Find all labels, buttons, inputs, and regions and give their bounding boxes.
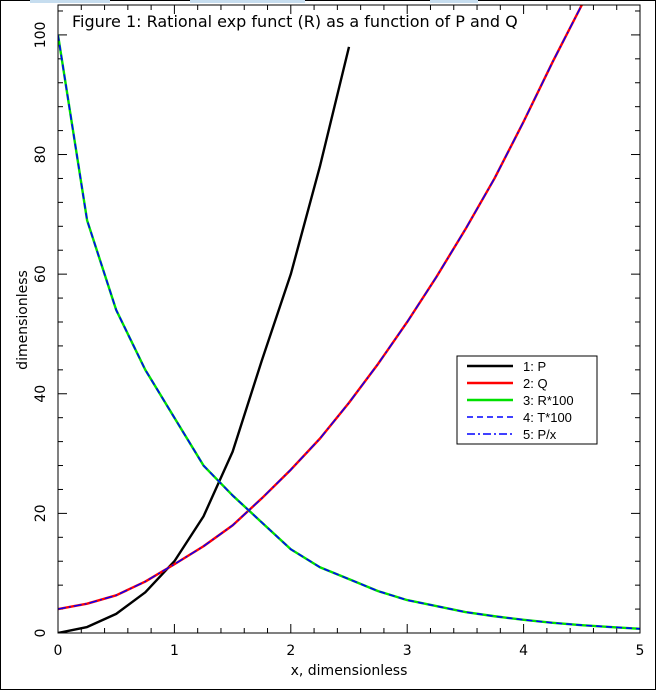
series-layer <box>58 5 640 633</box>
legend: 1: P 2: Q 3: R*100 4: T*100 5: P/x <box>456 355 598 445</box>
plot-border <box>57 4 641 634</box>
window-strip <box>30 0 110 3</box>
y-tick-label: 80 <box>33 146 49 164</box>
y-tick-label: 40 <box>33 385 49 403</box>
y-tick-label: 0 <box>33 629 49 638</box>
y-tick-label: 20 <box>33 504 49 522</box>
x-tick-label: 2 <box>286 643 295 659</box>
chart-title: Figure 1: Rational exp funct (R) as a fu… <box>72 12 518 31</box>
y-tick-label: 60 <box>33 265 49 283</box>
legend-entry: 4: T*100 <box>523 410 572 425</box>
series-line-1 <box>58 46 351 633</box>
series-line-2 <box>58 5 583 611</box>
y-axis-label: dimensionless <box>15 270 31 370</box>
x-tick-label: 4 <box>519 643 528 659</box>
window-strip <box>190 0 305 3</box>
x-tick-label: 0 <box>54 643 63 659</box>
legend-entry: 1: P <box>523 359 546 374</box>
x-tick-label: 5 <box>636 643 645 659</box>
series-line-3 <box>58 34 640 631</box>
x-tick-label: 1 <box>170 643 179 659</box>
axes: 0 1 2 3 4 5 0 20 40 60 80 100 <box>33 5 644 659</box>
x-tick-label: 3 <box>403 643 412 659</box>
legend-entry: 2: Q <box>523 376 548 391</box>
y-tick-label: 100 <box>33 22 49 49</box>
series-line-4 <box>58 34 640 630</box>
window-strip <box>430 0 478 3</box>
x-axis-label: x, dimensionless <box>291 663 408 679</box>
legend-entry: 5: P/x <box>523 427 557 442</box>
series-line-5 <box>58 5 583 610</box>
legend-entry: 3: R*100 <box>523 393 574 408</box>
